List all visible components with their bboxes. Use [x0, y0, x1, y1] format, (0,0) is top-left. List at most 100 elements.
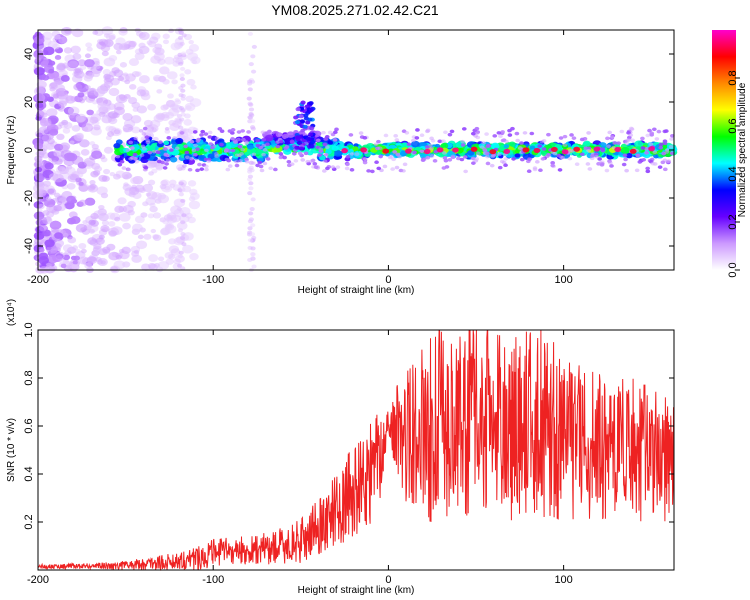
spectrogram-cell	[67, 106, 80, 116]
spectrogram-cell	[533, 147, 541, 154]
spectrogram-cell	[255, 143, 261, 148]
spectrogram-cell	[600, 147, 606, 151]
spectrogram-cell	[268, 166, 274, 171]
spectrogram-cell	[309, 159, 314, 164]
spectrogram-cell	[78, 242, 87, 250]
spectrogram-cell	[108, 34, 116, 40]
spectrogram-cell	[136, 105, 148, 114]
spectrogram-cell	[264, 134, 274, 142]
spectrogram-cell	[177, 263, 183, 268]
spectrogram-cell	[376, 166, 382, 171]
spectrogram-cell	[178, 181, 184, 186]
spectrogram-cell	[144, 135, 150, 140]
spectrogram-cell	[178, 61, 184, 66]
spectrogram-cell	[214, 136, 220, 141]
spectrogram-cell	[317, 153, 322, 158]
spectrogram-cell	[251, 264, 257, 269]
spectrogram-cell	[401, 169, 406, 173]
spectrogram-cell	[447, 132, 453, 137]
spectrogram-cell	[176, 221, 188, 230]
spectrogram-cell	[250, 54, 256, 59]
spectrogram-cell	[248, 211, 254, 216]
spectrogram-cell	[195, 147, 200, 151]
spectrogram-cell	[382, 164, 388, 169]
spectrogram-cell	[461, 127, 467, 131]
spectrogram-cell	[484, 132, 489, 136]
spectrogram-cell	[541, 147, 547, 151]
spectrogram-cell	[134, 71, 142, 77]
spectrogram-cell	[500, 138, 506, 143]
spectrogram-cell	[67, 236, 77, 244]
spectrogram-cell	[303, 151, 309, 156]
spectrogram-cell	[532, 167, 538, 172]
spectrogram-cell	[102, 68, 111, 76]
spectrogram-cell	[258, 145, 264, 150]
spectrogram-cell	[260, 130, 266, 135]
spectrogram-cell	[557, 168, 563, 172]
spectrogram-cell	[558, 136, 564, 140]
snr-y-ticks: 0.2 0.4 0.6 0.8 1.0	[23, 322, 674, 530]
spectrogram-cell	[150, 228, 157, 234]
spectrogram-cell	[83, 74, 93, 82]
spectrogram-cell	[657, 165, 663, 169]
x-tick-label: 100	[554, 274, 572, 286]
spectrogram-cell	[99, 41, 105, 46]
spectrogram-cell	[129, 83, 137, 90]
spectrogram-cell	[49, 86, 56, 92]
colorbar-label: Normalized spectral amplitude	[737, 82, 748, 217]
spectrogram-cell	[182, 244, 194, 254]
spectrogram-cell	[142, 126, 148, 131]
spectrogram-cell	[474, 131, 480, 135]
x-tick-label: 100	[554, 574, 572, 586]
spectrogram-cell	[181, 213, 187, 218]
spectrogram-cell	[349, 152, 355, 156]
spectrogram-cell	[143, 165, 149, 170]
spectrogram-cell	[540, 157, 546, 161]
spectrogram-cell	[587, 167, 593, 171]
spectrogram-cell	[296, 140, 303, 145]
spectrogram-cell	[125, 73, 136, 82]
spectrogram-cell	[163, 140, 170, 146]
x-tick-label: -100	[202, 274, 224, 286]
spectrogram-cell	[492, 134, 498, 138]
spectrogram-cell	[53, 204, 62, 212]
spectrogram-cell	[55, 87, 67, 97]
spectrogram-cell	[383, 133, 389, 138]
spectrogram-cell	[370, 169, 375, 174]
spectrogram-cell	[348, 133, 354, 137]
spectrogram-cell	[59, 142, 71, 151]
spectrogram-cell	[65, 95, 76, 104]
spectrogram-cell	[49, 173, 59, 181]
spectrogram-cell	[574, 162, 580, 166]
spectrogram-y-ticks: -40 -20 0 20 40	[23, 48, 674, 254]
spectrogram-cell	[110, 266, 119, 272]
spectrogram-cell	[241, 137, 246, 142]
spectrogram-cell	[248, 217, 255, 222]
snr-y-scale-label: (x10⁴)	[6, 299, 17, 326]
spectrogram-cell	[414, 136, 420, 140]
spectrogram-cell	[420, 158, 426, 162]
spectrogram-cell	[125, 148, 131, 152]
spectrogram-cell	[248, 107, 255, 112]
spectrogram-cell	[622, 153, 628, 158]
spectrogram-cell	[496, 131, 502, 135]
spectrogram-cell	[219, 142, 224, 147]
spectrogram-cell	[78, 199, 88, 207]
spectrogram-cell	[590, 154, 595, 158]
spectrogram-cell	[395, 152, 401, 157]
spectrogram-cell	[93, 88, 105, 97]
spectrogram-cell	[244, 159, 250, 164]
spectrogram-cell	[594, 154, 599, 159]
spectrogram-cell	[41, 74, 50, 81]
spectrogram-cell	[142, 201, 149, 207]
spectrogram-cell	[459, 157, 465, 162]
spectrogram-cell	[178, 250, 184, 255]
spectrogram-cell	[157, 192, 167, 200]
spectrogram-cell	[585, 162, 591, 166]
spectrogram-cell	[649, 131, 655, 136]
spectrogram-cell	[497, 165, 503, 170]
spectrogram-cell	[67, 173, 80, 183]
spectrogram-cell	[121, 166, 127, 170]
spectrogram-cell	[182, 164, 187, 168]
spectrogram-cell	[162, 78, 170, 85]
